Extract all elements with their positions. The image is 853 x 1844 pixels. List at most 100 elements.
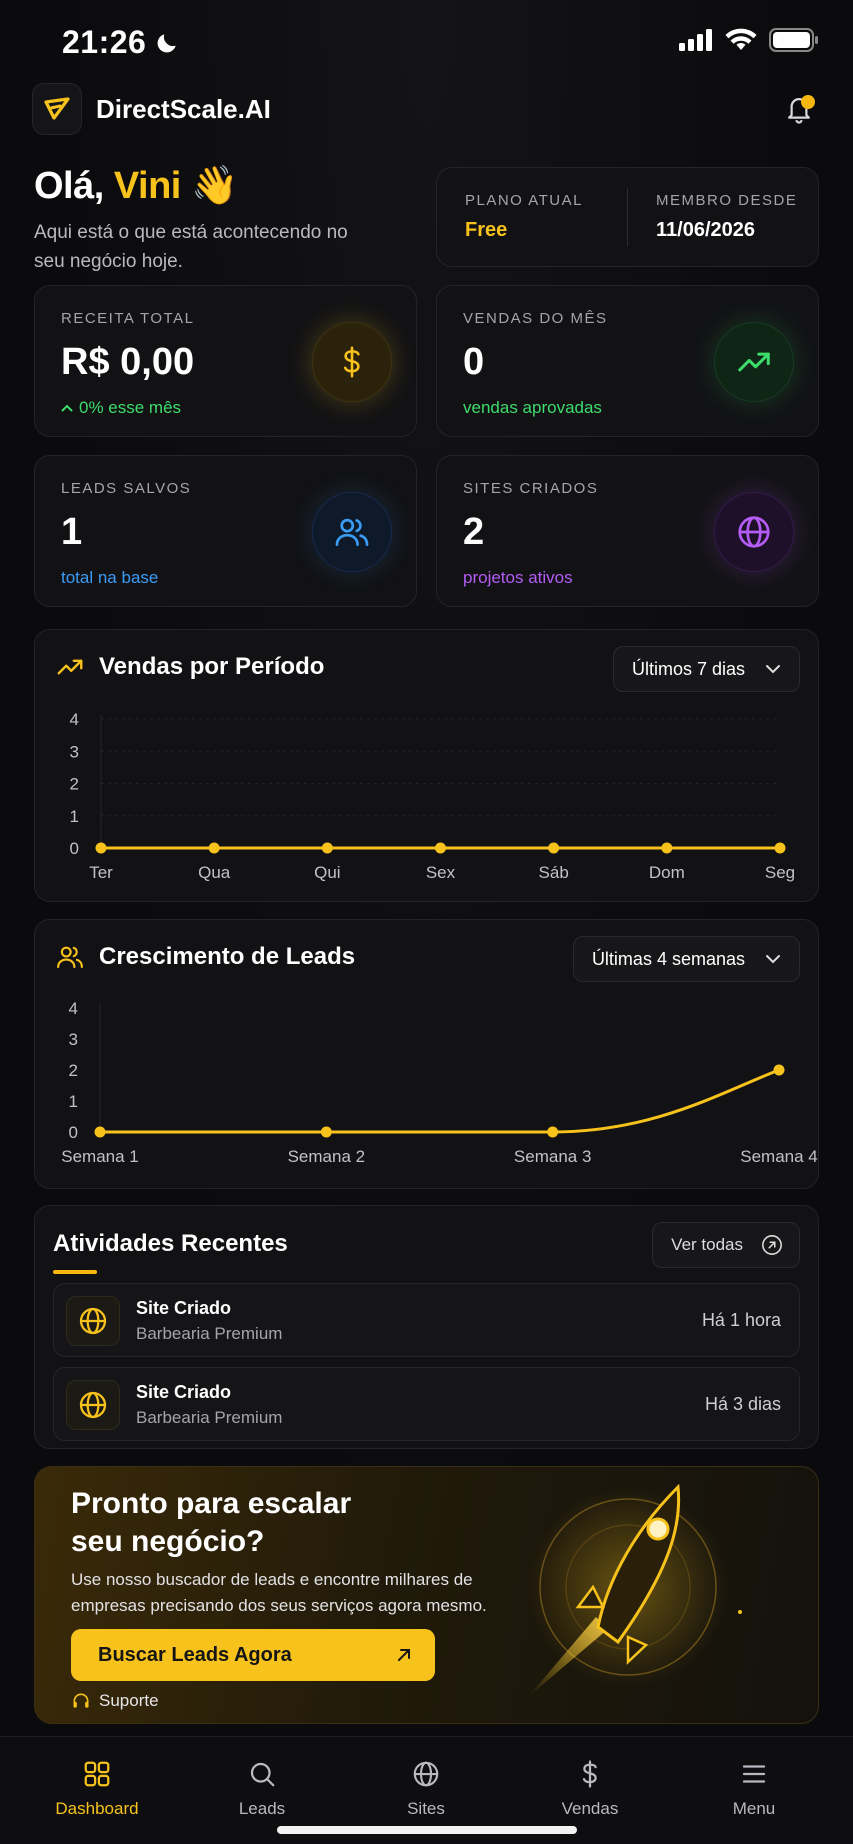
stat-sub: total na base [61,568,159,587]
stat-label: VENDAS DO MÊS [463,310,608,327]
stat-card-sales[interactable]: VENDAS DO MÊS 0 vendas aprovadas [436,285,819,437]
x-tick-label: Dom [649,863,685,882]
x-tick-label: Semana 1 [61,1147,139,1166]
data-point[interactable] [95,842,107,854]
x-tick-label: Semana 3 [514,1147,592,1166]
stat-value: 0 [463,341,485,383]
support-link[interactable]: Suporte [71,1691,159,1711]
search-icon [250,1762,275,1787]
x-tick-label: Semana 2 [288,1147,366,1166]
rocket-illustration [528,1483,742,1697]
chart-title: Crescimento de Leads [99,943,356,970]
activity-subtitle: Barbearia Premium [136,1408,283,1427]
dropdown-value: Últimos 7 dias [631,658,745,679]
nav-item-sites[interactable]: Sites [366,1757,486,1819]
data-point[interactable] [94,1126,106,1138]
stat-card-sites[interactable]: SITES CRIADOS 2 projetos ativos [436,455,819,607]
stat-value: 2 [463,511,485,553]
stat-sub: projetos ativos [463,568,573,587]
data-point[interactable] [547,1126,559,1138]
stat-sub: 0% esse mês [79,398,182,417]
wave-emoji: 👋 [190,165,238,207]
app-header: DirectScale.AI [32,82,821,136]
member-since-value: 11/06/2026 [656,219,755,241]
activity-item[interactable]: Site Criado Barbearia Premium Há 3 dias [53,1367,800,1441]
x-tick-label: Seg [765,863,795,882]
weeks-dropdown[interactable]: Últimas 4 semanas [572,936,800,982]
moon-icon [157,33,177,52]
x-tick-label: Qua [198,863,231,882]
user-name: Vini [113,165,182,207]
trending-up-icon [738,352,770,372]
find-leads-button[interactable]: Buscar Leads Agora [71,1629,435,1681]
period-dropdown[interactable]: Últimos 7 dias [612,646,800,692]
wifi-icon [725,28,757,50]
clock: 21:26 [62,24,147,60]
notifications-button[interactable] [777,87,821,131]
data-point[interactable] [548,842,560,854]
home-indicator [277,1826,577,1834]
activity-item[interactable]: Site Criado Barbearia Premium Há 1 hora [53,1283,800,1357]
data-point[interactable] [435,842,446,854]
arrow-up-right-icon [398,1649,410,1661]
greeting: Olá, Vini 👋 Aqui está o que está acontec… [34,164,414,276]
nav-item-menu[interactable]: Menu [694,1757,814,1819]
globe-icon [738,516,770,548]
data-point[interactable] [320,1126,332,1138]
plan-card: PLANO ATUAL Free MEMBRO DESDE 11/06/2026 [436,167,819,267]
y-tick-label: 0 [69,1123,78,1142]
grid-icon [84,1761,110,1787]
sales-chart-card: Vendas por Período Últimos 7 dias 0 1 2 3 4 T… [34,629,819,902]
stat-card-leads[interactable]: LEADS SALVOS 1 total na base [34,455,417,607]
y-tick-label: 2 [69,1061,78,1080]
stat-label: SITES CRIADOS [463,480,599,497]
view-all-button[interactable]: Ver todas [652,1222,800,1268]
chevron-down-icon [766,955,780,964]
promo-text: Use nosso buscador de leads e encontre m… [71,1570,487,1615]
title-underline [53,1270,97,1274]
greeting-title: Olá, Vini 👋 [34,165,238,207]
leads-line-chart: 0 1 2 3 4 Semana 1 Semana 2 Semana 3 Semana 4 [61,999,818,1166]
x-tick-label: Ter [89,863,113,882]
stat-sub: vendas aprovadas [463,398,602,417]
globe-icon [413,1761,439,1787]
y-tick-label: 4 [70,710,79,729]
globe-icon [79,1307,107,1335]
nav-item-dashboard[interactable]: Dashboard [37,1757,157,1819]
nav-item-vendas[interactable]: Vendas [530,1757,650,1819]
y-tick-label: 1 [70,807,79,826]
globe-icon [79,1391,107,1419]
stat-label: RECEITA TOTAL [61,310,195,327]
data-point[interactable] [773,1064,785,1076]
dropdown-value: Últimas 4 semanas [591,948,745,969]
greeting-subtitle: Aqui está o que está acontecendo no seu … [34,222,348,272]
battery-icon [769,28,818,52]
menu-icon [742,1765,766,1783]
dollar-icon [582,1760,597,1788]
sales-line-chart: 0 1 2 3 4 Ter Qua Qui Sex Sáb Dom Seg [70,710,796,882]
stat-value: R$ 0,00 [61,341,195,383]
x-tick-label: Qui [314,863,340,882]
dollar-icon [343,346,360,378]
data-point[interactable] [321,842,333,854]
member-since-label: MEMBRO DESDE [656,192,798,209]
y-tick-label: 4 [69,999,78,1018]
x-tick-label: Semana 4 [740,1147,818,1166]
chevron-down-icon [766,665,780,674]
activity-time: Há 3 dias [704,1394,781,1414]
y-tick-label: 0 [70,839,79,858]
promo-banner: Pronto para escalar seu negócio? Use nos… [34,1466,819,1724]
leads-chart-card: Crescimento de Leads Últimas 4 semanas 0… [34,919,819,1189]
users-icon [335,518,369,547]
plan-label: PLANO ATUAL [465,192,583,209]
users-icon [57,946,83,969]
arrow-up-icon [61,404,73,412]
data-point[interactable] [774,842,786,854]
data-point[interactable] [661,842,673,854]
arrow-up-right-circle-icon [762,1235,782,1255]
data-point[interactable] [208,842,220,854]
nav-item-leads[interactable]: Leads [202,1757,322,1819]
activity-subtitle: Barbearia Premium [136,1324,283,1343]
stat-card-revenue[interactable]: RECEITA TOTAL R$ 0,00 0% esse mês [34,285,417,437]
